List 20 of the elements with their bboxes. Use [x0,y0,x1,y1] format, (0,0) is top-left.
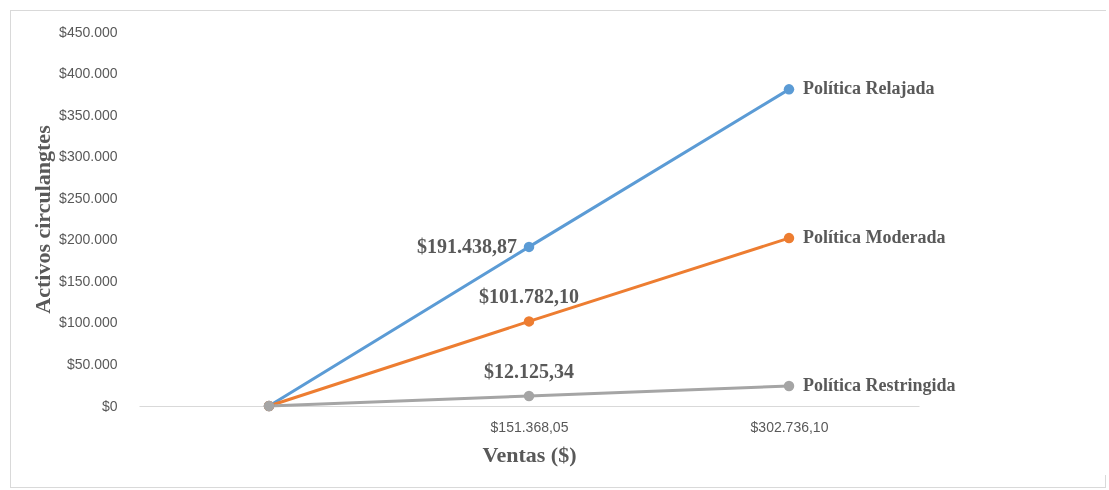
y-tick-label: $50.000 [66,355,118,372]
series-label: Política Restringida [803,375,956,396]
series-label: Política Relajada [803,78,935,99]
y-tick-label: $300.000 [59,148,118,165]
series-label: Política Moderada [803,227,946,248]
x-tick-label: $151.368,05 [490,418,569,435]
data-label: $12.125,34 [484,359,574,382]
y-tick-label: $200.000 [59,231,118,248]
y-axis-title: Activos circulangtes [30,124,56,314]
y-tick-label: $450.000 [59,23,118,40]
data-label: $191.438,87 [417,234,517,257]
x-axis-title: Ventas ($) [482,441,577,467]
y-tick-label: $100.000 [59,314,118,331]
y-tick-label: $250.000 [59,189,118,206]
data-label: $101.782,10 [479,285,579,308]
y-tick-label: $150.000 [59,272,118,289]
y-tick-label: $0 [101,397,118,414]
y-tick-label: $400.000 [59,65,118,82]
x-tick-label: $302.736,10 [750,418,829,435]
y-tick-label: $350.000 [59,106,118,123]
